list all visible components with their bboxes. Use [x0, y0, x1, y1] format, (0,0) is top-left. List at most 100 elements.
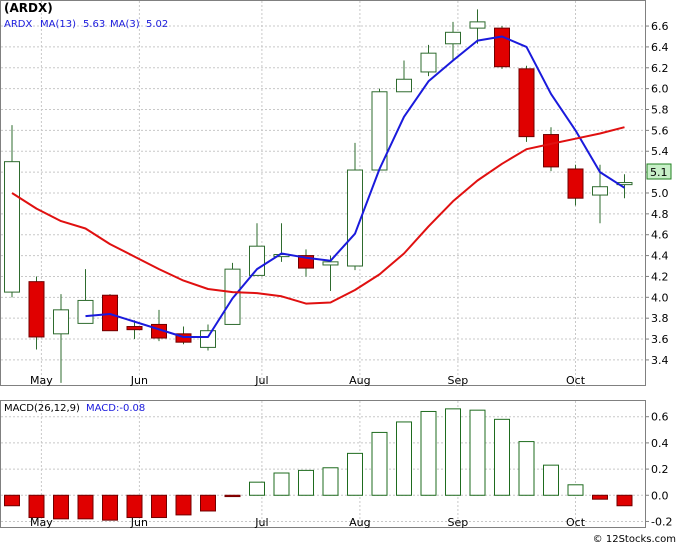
price-tick-label: 4.2 [651, 270, 669, 283]
candle-up [200, 330, 216, 348]
watermark: © 12Stocks.com [593, 534, 676, 545]
macd-bar-positive [298, 469, 314, 496]
candle-down [28, 281, 45, 338]
macd-bar-positive [543, 464, 559, 496]
last-price-badge: 5.1 [646, 163, 672, 180]
price-axis-ticks: 3.43.63.84.04.24.44.64.85.05.25.45.65.86… [645, 20, 669, 367]
ma13-label: MA(13) [40, 19, 76, 30]
price-month-label: Oct [566, 374, 586, 387]
price-month-label: Jun [130, 374, 148, 387]
macd-bar-negative [4, 494, 20, 507]
candle-up [77, 299, 94, 324]
price-tick-label: 5.8 [651, 104, 669, 117]
ma3-value: 5.02 [146, 19, 168, 30]
candle-up [249, 245, 265, 276]
macd-bar-negative [616, 494, 633, 507]
macd-bar-positive [322, 467, 339, 496]
candle-up [445, 31, 461, 45]
candle-up [224, 268, 241, 325]
macd-month-label: Aug [349, 516, 370, 529]
last-price-badge-box [646, 163, 672, 180]
candle-down [567, 168, 584, 199]
macd-tick-label: 0.2 [651, 463, 669, 476]
price-month-label: Aug [349, 374, 370, 387]
candle-up [53, 309, 69, 335]
moving-average-lines [11, 35, 626, 338]
candle-down [543, 134, 559, 168]
macd-bar-negative [77, 494, 94, 520]
macd-tick-label: 0.4 [651, 437, 669, 450]
price-tick-label: 6.6 [651, 20, 669, 33]
macd-bar-negative [126, 494, 143, 519]
ma3-line [11, 126, 625, 305]
macd-bar-negative [175, 494, 192, 516]
ticker-label: ARDX [4, 19, 32, 30]
price-month-label: Sep [448, 374, 469, 387]
macd-panel: -0.2 0.0 0.2 0.4 0.6 MACD(26,12,9) MACD:-0.0… [0, 400, 672, 529]
candle-up [4, 161, 20, 293]
price-gridlines [1, 1, 645, 386]
candle-up [592, 186, 608, 196]
macd-bar-negative [200, 494, 216, 512]
macd-bar-negative [102, 494, 118, 521]
price-tick-label: 5.0 [651, 187, 669, 200]
macd-month-label: Jul [254, 516, 268, 529]
macd-bars [4, 408, 633, 521]
candle-down [518, 68, 535, 138]
macd-value: MACD:-0.08 [86, 403, 145, 414]
macd-tick-label: -0.2 [651, 515, 672, 528]
macd-bar-positive [469, 409, 486, 496]
macd-bar-positive [396, 421, 412, 496]
price-tick-label: 5.4 [651, 145, 669, 158]
candle-up [322, 261, 339, 266]
macd-bar-positive [518, 441, 535, 496]
macd-bar-positive [371, 431, 388, 496]
macd-panel-frame [0, 400, 646, 528]
macd-label: MACD(26,12,9) [4, 403, 80, 414]
macd-header: MACD(26,12,9) MACD:-0.08 [4, 403, 145, 414]
price-tick-label: 4.6 [651, 229, 669, 242]
macd-month-label: Sep [448, 516, 469, 529]
candle-down [494, 27, 510, 68]
macd-bar-positive [420, 410, 437, 496]
ma13-value: 5.63 [83, 19, 105, 30]
macd-month-label: Jun [130, 516, 148, 529]
macd-bar-negative [28, 494, 45, 519]
macd-bar-negative [53, 494, 69, 520]
price-tick-label: 4.0 [651, 291, 669, 304]
price-tick-label: 3.4 [651, 354, 669, 367]
macd-bar-positive [249, 481, 265, 496]
price-header: (ARDX) ARDX MA(13) 5.63 MA(3) 5.02 [4, 1, 168, 30]
candle-up [347, 169, 363, 267]
candle-down [126, 326, 143, 331]
macd-bar-negative [224, 494, 241, 498]
macd-bar-positive [347, 452, 363, 496]
price-candles [4, 9, 633, 383]
last-price-badge-text: 5.1 [650, 166, 668, 179]
chart-title: (ARDX) [4, 1, 53, 15]
macd-bar-negative [151, 494, 167, 519]
macd-month-label: May [30, 516, 53, 529]
macd-tick-label: 0.0 [651, 489, 669, 502]
macd-bar-positive [273, 472, 290, 496]
macd-month-labels: May Jun Jul Aug Sep Oct [30, 516, 586, 529]
price-panel: 3.43.63.84.04.24.44.64.85.05.25.45.65.86… [0, 0, 672, 387]
price-tick-label: 4.4 [651, 250, 669, 263]
price-month-label: May [30, 374, 53, 387]
macd-bar-positive [445, 408, 461, 496]
price-month-labels: May Jun Jul Aug Sep Oct [30, 374, 586, 387]
price-tick-label: 3.6 [651, 333, 669, 346]
price-tick-label: 6.0 [651, 83, 669, 96]
price-tick-label: 6.2 [651, 62, 669, 75]
candle-down [102, 294, 118, 332]
macd-axis-ticks: -0.2 0.0 0.2 0.4 0.6 [645, 411, 672, 528]
ma13-line [85, 35, 626, 338]
price-tick-label: 4.8 [651, 208, 669, 221]
macd-bar-positive [567, 484, 584, 496]
candle-up [396, 78, 412, 93]
price-month-label: Jul [254, 374, 268, 387]
macd-gridlines [1, 401, 645, 528]
candle-down [175, 333, 192, 343]
price-tick-label: 3.8 [651, 312, 669, 325]
